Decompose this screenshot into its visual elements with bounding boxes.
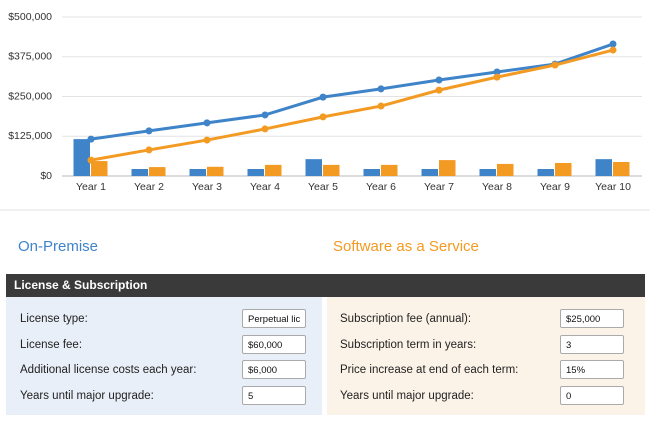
y-tick-label: $0 — [40, 170, 52, 182]
y-tick-label: $125,000 — [8, 130, 52, 142]
x-tick-label: Year 8 — [482, 181, 512, 193]
bar — [265, 164, 282, 176]
field-label: Years until major upgrade: — [20, 390, 154, 403]
x-tick-label: Year 10 — [595, 181, 631, 193]
point — [435, 76, 443, 84]
bar — [323, 164, 340, 176]
bar — [613, 162, 630, 176]
saas-heading: Software as a Service — [333, 238, 479, 255]
bar — [595, 159, 612, 176]
bar — [439, 160, 456, 176]
point — [203, 119, 211, 127]
point — [609, 40, 617, 48]
y-tick-label: $375,000 — [8, 51, 52, 63]
point — [319, 93, 327, 101]
field-input[interactable]: $60,000 — [242, 334, 306, 354]
bar — [497, 163, 514, 176]
field-label: License fee: — [20, 338, 83, 351]
x-tick-label: Year 3 — [192, 181, 222, 193]
y-tick-label: $250,000 — [8, 90, 52, 102]
field-input[interactable]: 5 — [242, 386, 306, 406]
section-title: License & Subscription — [6, 274, 645, 297]
point — [87, 156, 95, 164]
field-input[interactable]: 15% — [560, 360, 624, 380]
field-label: Subscription fee (annual): — [340, 313, 472, 325]
saas-panel: Subscription fee (annual): $25,000 Subscri… — [327, 297, 645, 415]
x-tick-label: Year 4 — [250, 181, 280, 193]
x-tick-label: Year 7 — [424, 181, 454, 193]
bar — [149, 167, 166, 176]
field-input[interactable]: $6,000 — [242, 360, 306, 380]
bar — [131, 169, 148, 176]
point — [145, 146, 153, 154]
field-input[interactable]: $25,000 — [560, 309, 624, 328]
field-label: Price increase at end of each term: — [340, 364, 519, 377]
field-label: License type: — [20, 313, 88, 325]
point — [377, 85, 385, 93]
line — [90, 48, 614, 162]
point — [87, 135, 95, 143]
bar — [305, 159, 322, 176]
bar — [537, 169, 554, 176]
x-tick-label: Year 5 — [308, 181, 338, 193]
bar — [207, 166, 224, 176]
bar — [73, 139, 90, 176]
bar — [189, 169, 206, 176]
point — [609, 46, 617, 54]
field-input[interactable]: 0 — [560, 386, 624, 406]
point — [377, 102, 385, 110]
x-tick-label: Year 6 — [366, 181, 396, 193]
point — [319, 113, 327, 121]
field-label: Subscription term in years: — [340, 338, 477, 351]
bar — [247, 169, 264, 176]
on-premise-heading: On-Premise — [18, 238, 99, 255]
y-tick-label: $500,000 — [8, 11, 52, 23]
on-premise-panel: License type: Perpetual lic License fee: $6… — [6, 297, 322, 415]
bar — [479, 169, 496, 176]
x-tick-label: Year 9 — [540, 181, 570, 193]
line — [90, 42, 614, 141]
point — [145, 127, 153, 135]
point — [203, 136, 211, 144]
bar — [363, 169, 380, 176]
bar — [555, 162, 572, 176]
bar — [421, 169, 438, 176]
point — [261, 125, 269, 133]
chart: $0 $125,000 $250,000 $375,000 $500,000 Year 1… — [0, 11, 650, 211]
point — [493, 73, 501, 81]
point — [551, 61, 559, 69]
bar — [91, 161, 108, 176]
bar — [381, 164, 398, 176]
point — [261, 111, 269, 119]
field-label: Additional license costs each year: — [20, 364, 197, 377]
x-tick-label: Year 2 — [134, 181, 164, 193]
field-input[interactable]: 3 — [560, 334, 624, 354]
point — [493, 68, 501, 76]
point — [435, 86, 443, 94]
field-label: Years until major upgrade: — [340, 390, 474, 403]
x-tick-label: Year 1 — [76, 181, 106, 193]
field-input[interactable]: Perpetual lic — [242, 309, 306, 328]
